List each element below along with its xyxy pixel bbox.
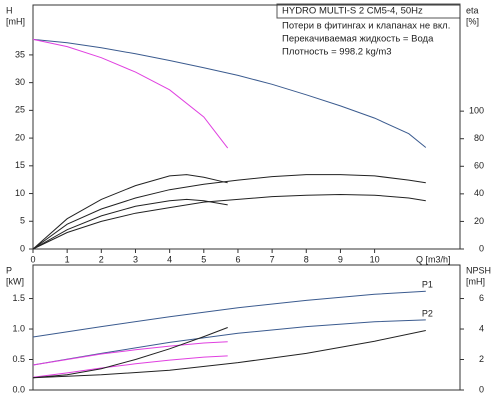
curve <box>32 290 426 338</box>
x-tick-label: 7 <box>270 254 275 264</box>
y2-tick-label: 4 <box>479 323 484 333</box>
y-tick-label: 25 <box>15 105 25 115</box>
x-tick-label: 4 <box>167 254 172 264</box>
x-tick-label: 8 <box>304 254 309 264</box>
curve <box>32 341 228 366</box>
series-label: P1 <box>422 280 433 290</box>
x-tick-label: 1 <box>65 254 70 264</box>
plot-area <box>32 4 461 250</box>
x-tick-label: 0 <box>30 254 35 264</box>
y-axis-unit: [mH] <box>6 16 25 26</box>
y2-tick-label: 20 <box>474 216 484 226</box>
y2-tick-label: 40 <box>474 188 484 198</box>
y-tick-label: 0.5 <box>12 354 25 364</box>
annotation: Потери в фитингах и клапанах не вкл. <box>282 21 450 32</box>
curve <box>32 193 426 250</box>
y2-axis-label: eta <box>466 5 479 15</box>
y2-tick-label: 0 <box>479 384 484 394</box>
y-axis-label: P <box>6 265 12 275</box>
y-axis-unit: [kW] <box>6 276 24 286</box>
curve <box>32 38 427 148</box>
series-label: P2 <box>422 308 433 318</box>
x-tick-label: 9 <box>338 254 343 264</box>
curve <box>32 174 426 250</box>
annotation: Плотность = 998.2 kg/m3 <box>282 47 392 58</box>
y2-axis-label: NPSH <box>466 265 491 275</box>
y-tick-label: 1.0 <box>12 323 25 333</box>
y2-tick-label: 2 <box>479 354 484 364</box>
y-tick-label: 0 <box>20 243 25 253</box>
chart-title: HYDRO MULTI-S 2 CM5-4, 50Hz <box>282 6 423 17</box>
plot-area <box>32 264 461 391</box>
curve <box>32 38 229 149</box>
y-tick-label: 0.0 <box>12 384 25 394</box>
curve <box>32 198 228 250</box>
y2-tick-label: 6 <box>479 293 484 303</box>
x-tick-label: 3 <box>133 254 138 264</box>
annotation: Перекачиваемая жидкость = Вода <box>282 34 434 45</box>
y2-tick-label: 100 <box>469 106 484 116</box>
y-tick-label: 30 <box>15 77 25 87</box>
y-axis-label: H <box>6 5 13 15</box>
y-tick-label: 5 <box>20 216 25 226</box>
y-tick-label: 1.5 <box>12 293 25 303</box>
x-tick-label: 6 <box>235 254 240 264</box>
y-tick-label: 20 <box>15 132 25 142</box>
curve <box>32 327 228 379</box>
curve <box>32 174 228 250</box>
x-axis-label: Q [m3/h] <box>416 254 451 264</box>
x-tick-label: 5 <box>201 254 206 264</box>
curve <box>32 330 426 379</box>
x-tick-label: 10 <box>370 254 380 264</box>
y2-tick-label: 80 <box>474 133 484 143</box>
curve <box>32 355 228 378</box>
y-tick-label: 15 <box>15 160 25 170</box>
y2-axis-unit: [mH] <box>466 276 485 286</box>
y2-tick-label: 60 <box>474 161 484 171</box>
y2-tick-label: 0 <box>479 243 484 253</box>
y2-axis-unit: [%] <box>466 16 479 26</box>
y-tick-label: 10 <box>15 188 25 198</box>
y-tick-label: 35 <box>15 49 25 59</box>
curve <box>32 319 426 366</box>
x-tick-label: 2 <box>99 254 104 264</box>
